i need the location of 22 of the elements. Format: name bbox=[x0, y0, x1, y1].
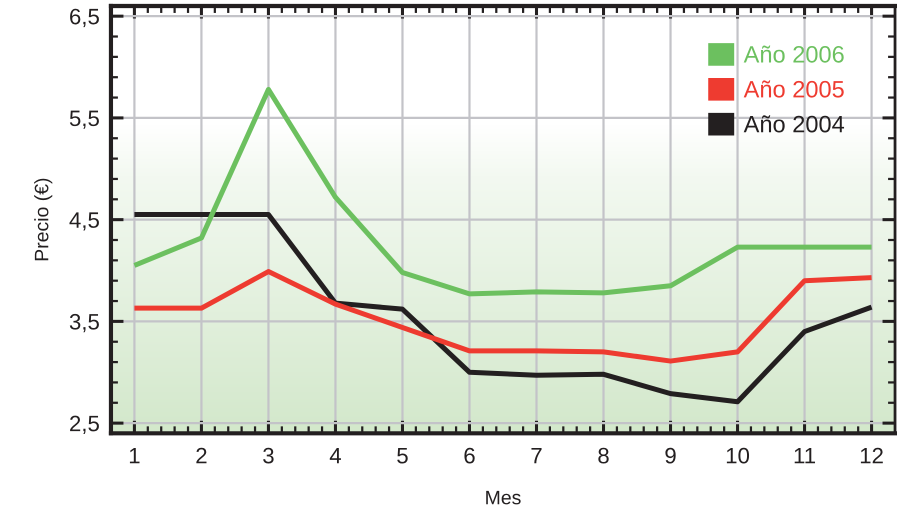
x-tick-label: 8 bbox=[598, 448, 609, 464]
legend-label: Año 2006 bbox=[744, 46, 844, 63]
legend-label: Año 2004 bbox=[744, 115, 844, 132]
x-tick-label: 2 bbox=[196, 448, 206, 464]
y-tick-label: 5,5 bbox=[70, 110, 99, 129]
y-tick-label: 2,5 bbox=[70, 416, 99, 434]
x-tick-label: 3 bbox=[263, 448, 274, 464]
y-tick-label: 3,5 bbox=[70, 314, 99, 332]
x-tick-label: 5 bbox=[397, 448, 408, 464]
x-tick-label: 6 bbox=[464, 448, 475, 464]
y-axis-title: Precio (€) bbox=[34, 178, 52, 260]
x-tick-label: 11 bbox=[794, 448, 816, 464]
x-tick-label: 12 bbox=[860, 448, 883, 464]
x-tick-label: 9 bbox=[665, 448, 676, 464]
y-tick-label: 4,5 bbox=[69, 212, 99, 231]
legend-label: Año 2005 bbox=[744, 80, 844, 98]
x-axis-title: Mes bbox=[486, 490, 521, 504]
x-tick-label: 1 bbox=[130, 448, 140, 464]
x-tick-label: 10 bbox=[726, 448, 750, 464]
x-tick-label: 7 bbox=[531, 448, 542, 464]
x-tick-label: 4 bbox=[330, 448, 341, 464]
y-tick-label: 6,5 bbox=[70, 8, 99, 28]
